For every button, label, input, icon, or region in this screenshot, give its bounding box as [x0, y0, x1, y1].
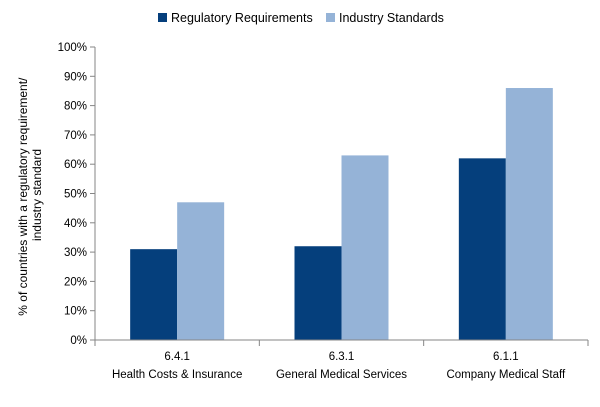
legend-swatch-regulatory — [158, 13, 167, 22]
y-axis-title-line-1: % of countries with a regulatory require… — [16, 77, 30, 316]
x-category-name: Health Costs & Insurance — [112, 369, 242, 381]
y-tick-label: 80% — [64, 101, 87, 113]
y-tick-label: 20% — [64, 276, 87, 288]
y-tick-label: 70% — [64, 130, 87, 142]
y-axis-title-text: % of countries with a regulatory require… — [16, 74, 44, 315]
x-category-name: Company Medical Staff — [446, 369, 565, 381]
y-axis-ticks: 0% 10% 20% 30% 40% 50% 60% 70% 80% 90% 100% — [58, 42, 96, 347]
bar-industry-1 — [341, 155, 389, 340]
y-axis-title: % of countries with a regulatory require… — [16, 74, 44, 316]
bar-industry-0 — [177, 202, 225, 340]
legend: Regulatory Requirements Industry Standar… — [158, 11, 444, 25]
bar-industry-2 — [505, 88, 553, 341]
y-tick-label: 40% — [64, 218, 87, 230]
bar-regulatory-1 — [294, 246, 342, 340]
bars — [130, 88, 553, 341]
legend-label-industry: Industry Standards — [339, 11, 444, 25]
x-category-code: 6.4.1 — [164, 351, 190, 363]
y-tick-label: 100% — [58, 42, 87, 54]
x-category-code: 6.3.1 — [329, 351, 355, 363]
legend-label-regulatory: Regulatory Requirements — [171, 11, 313, 25]
y-tick-label: 50% — [64, 189, 87, 201]
legend-swatch-industry — [326, 13, 335, 22]
y-tick-label: 10% — [64, 306, 87, 318]
y-tick-label: 0% — [70, 335, 87, 347]
y-tick-label: 60% — [64, 159, 87, 171]
bar-regulatory-0 — [130, 249, 178, 340]
x-category-code: 6.1.1 — [493, 351, 519, 363]
y-tick-label: 30% — [64, 247, 87, 259]
y-axis-title-line-2: industry standard — [30, 149, 44, 241]
x-category-name: General Medical Services — [276, 369, 407, 381]
bar-regulatory-2 — [458, 158, 506, 340]
x-axis-labels: 6.4.1 Health Costs & Insurance 6.3.1 Genera… — [112, 351, 566, 381]
y-tick-label: 90% — [64, 71, 87, 83]
x-axis — [94, 339, 589, 346]
